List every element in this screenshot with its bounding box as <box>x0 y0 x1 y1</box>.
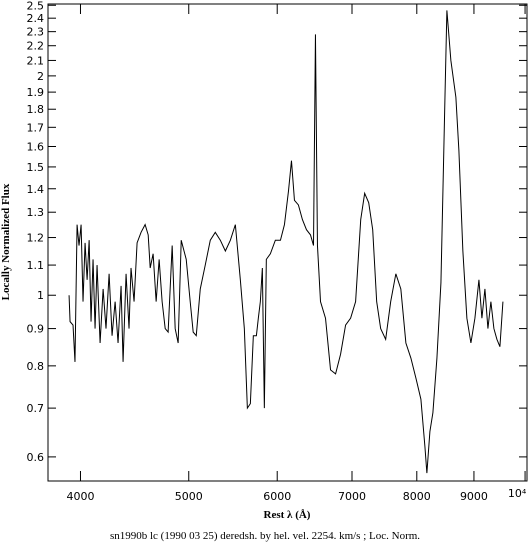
y-tick-label: 2.5 <box>27 0 45 12</box>
y-tick-label: 2 <box>37 70 44 83</box>
x-tick-label: 5000 <box>175 490 203 503</box>
y-tick-label: 0.7 <box>27 402 45 415</box>
y-tick-label: 0.6 <box>27 451 45 464</box>
x-tick-label: 6000 <box>263 490 291 503</box>
y-tick-label: 2.4 <box>27 12 45 25</box>
y-tick-label: 0.9 <box>27 323 45 336</box>
x-axis-label: Rest λ (Å) <box>264 509 311 521</box>
y-tick-label: 1.2 <box>27 232 45 245</box>
plot-frame <box>47 3 528 482</box>
y-tick-label: 2.3 <box>27 26 45 39</box>
spectrum-line <box>68 10 504 474</box>
y-tick-label: 2.1 <box>27 54 45 67</box>
y-tick-label: 1.8 <box>27 103 45 116</box>
y-axis-label: Locally Normalized Flux <box>0 183 12 300</box>
y-tick-label: 1.4 <box>27 183 45 196</box>
x-tick-label: 8000 <box>403 490 431 503</box>
caption: sn1990b lc (1990 03 25) deredsh. by hel.… <box>110 530 420 542</box>
y-tick-label: 1 <box>37 289 44 302</box>
y-tick-label: 1.1 <box>27 259 45 272</box>
x-tick-label: 4000 <box>66 490 94 503</box>
y-tick-label: 1.3 <box>27 206 45 219</box>
x-tick-label: 10⁴ <box>508 487 527 500</box>
x-tick-label: 7000 <box>338 490 366 503</box>
y-tick-label: 0.8 <box>27 360 45 373</box>
y-tick-label: 1.7 <box>27 121 45 134</box>
y-tick-label: 1.6 <box>27 140 45 153</box>
y-tick-label: 1.5 <box>27 161 45 174</box>
y-tick-label: 1.9 <box>27 86 45 99</box>
y-tick-label: 2.2 <box>27 40 45 53</box>
x-tick-label: 9000 <box>460 490 488 503</box>
